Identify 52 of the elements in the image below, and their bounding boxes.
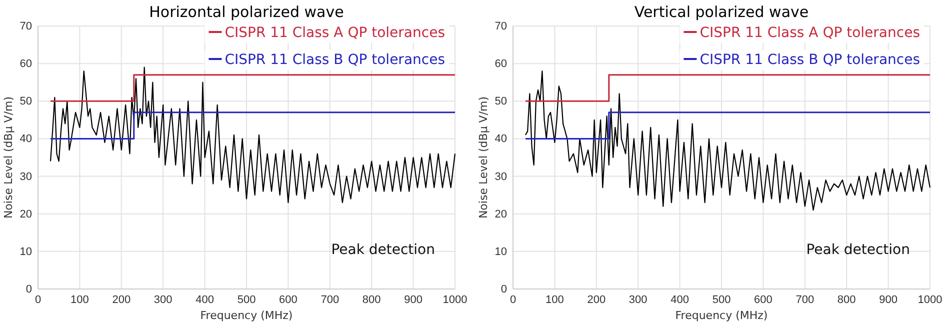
y-tick-label: 0 <box>500 284 507 296</box>
x-tick-label: 200 <box>112 294 131 306</box>
legend-label: CISPR 11 Class A QP tolerances <box>700 25 920 41</box>
x-tick-label: 900 <box>879 294 898 306</box>
legend-label: CISPR 11 Class A QP tolerances <box>224 25 445 41</box>
y-tick-label: 10 <box>20 246 32 258</box>
y-tick-label: 10 <box>494 246 507 258</box>
chart-title: Vertical polarized wave <box>634 3 809 21</box>
annotation: Peak detection <box>331 242 435 258</box>
chart-title: Horizontal polarized wave <box>149 3 344 21</box>
x-tick-label: 0 <box>510 294 516 306</box>
y-tick-label: 40 <box>494 133 507 146</box>
line-series <box>524 70 931 211</box>
x-tick-label: 1000 <box>442 294 468 306</box>
x-tick-label: 0 <box>34 294 42 306</box>
x-tick-label: 700 <box>320 294 340 306</box>
x-tick-label: 200 <box>587 294 606 306</box>
x-tick-label: 300 <box>154 294 172 306</box>
legend-label: CISPR 11 Class B QP tolerances <box>224 52 445 68</box>
y-tick-label: 40 <box>20 133 32 146</box>
y-axis-title: Noise Level (dBμ V/m) <box>477 96 490 219</box>
y-tick-label: 30 <box>20 170 32 183</box>
x-tick-label: 1000 <box>918 294 942 306</box>
legend-label: CISPR 11 Class B QP tolerances <box>700 52 920 68</box>
x-tick-label: 100 <box>546 294 564 306</box>
y-axis-title: Noise Level (dBμ V/m) <box>2 96 15 219</box>
y-tick-label: 20 <box>20 208 32 220</box>
y-tick-label: 30 <box>494 170 507 183</box>
line-series <box>50 66 456 204</box>
x-tick-label: 500 <box>237 294 256 306</box>
y-tick-label: 0 <box>26 284 32 296</box>
x-axis-title: Frequency (MHz) <box>675 309 768 322</box>
y-tick-label: 50 <box>20 96 32 108</box>
x-tick-label: 600 <box>279 294 298 306</box>
x-tick-label: 800 <box>837 294 856 306</box>
y-tick-label: 50 <box>494 96 507 108</box>
x-tick-label: 700 <box>796 294 814 306</box>
y-tick-label: 20 <box>494 208 507 220</box>
x-tick-label: 900 <box>404 294 422 306</box>
y-tick-label: 70 <box>494 20 507 33</box>
y-tick-label: 60 <box>494 58 507 70</box>
x-tick-label: 400 <box>670 294 689 306</box>
annotation: Peak detection <box>806 242 910 258</box>
y-tick-label: 60 <box>20 58 32 70</box>
x-axis-title: Frequency (MHz) <box>200 309 293 322</box>
x-tick-label: 600 <box>754 294 772 306</box>
x-tick-label: 500 <box>712 294 731 306</box>
x-tick-label: 300 <box>628 294 648 306</box>
x-tick-label: 800 <box>362 294 381 306</box>
x-tick-label: 400 <box>196 294 214 306</box>
y-tick-label: 70 <box>20 20 32 33</box>
x-tick-label: 100 <box>70 294 89 306</box>
